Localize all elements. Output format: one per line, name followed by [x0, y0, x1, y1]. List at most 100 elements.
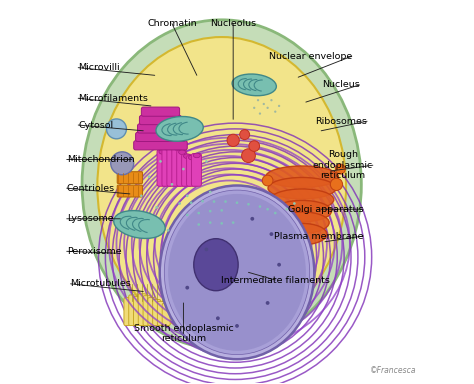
Ellipse shape — [250, 217, 254, 221]
Text: Nuclear envelope: Nuclear envelope — [269, 52, 352, 61]
Ellipse shape — [168, 194, 306, 351]
Ellipse shape — [164, 146, 171, 150]
Ellipse shape — [148, 175, 150, 178]
Ellipse shape — [277, 263, 281, 266]
FancyBboxPatch shape — [153, 300, 161, 326]
FancyBboxPatch shape — [124, 298, 132, 326]
Text: Ribosomes: Ribosomes — [315, 117, 367, 126]
FancyBboxPatch shape — [187, 156, 197, 186]
Ellipse shape — [82, 20, 361, 349]
FancyBboxPatch shape — [136, 132, 185, 141]
Ellipse shape — [282, 215, 284, 218]
Ellipse shape — [167, 229, 170, 232]
Ellipse shape — [232, 221, 235, 224]
Text: Mitochondrion: Mitochondrion — [67, 155, 134, 164]
Ellipse shape — [201, 200, 204, 202]
Ellipse shape — [273, 200, 331, 222]
Text: Intermediate filaments: Intermediate filaments — [221, 275, 330, 285]
Ellipse shape — [179, 150, 185, 154]
Ellipse shape — [209, 191, 211, 193]
Ellipse shape — [97, 37, 346, 336]
Ellipse shape — [183, 154, 191, 159]
Ellipse shape — [213, 200, 215, 203]
Ellipse shape — [209, 221, 211, 224]
FancyBboxPatch shape — [157, 150, 167, 186]
Ellipse shape — [156, 116, 203, 141]
Ellipse shape — [205, 160, 208, 163]
Ellipse shape — [189, 155, 195, 160]
Text: Nucleolus: Nucleolus — [210, 19, 256, 28]
Text: Peroxisome: Peroxisome — [67, 247, 121, 256]
Ellipse shape — [209, 210, 211, 212]
Ellipse shape — [171, 183, 173, 186]
Ellipse shape — [216, 316, 220, 320]
Ellipse shape — [330, 178, 343, 190]
Text: Plasma membrane: Plasma membrane — [274, 232, 363, 240]
FancyBboxPatch shape — [167, 144, 177, 186]
Ellipse shape — [173, 146, 181, 150]
Ellipse shape — [159, 149, 166, 154]
Ellipse shape — [270, 99, 273, 101]
Ellipse shape — [268, 177, 336, 199]
FancyBboxPatch shape — [172, 146, 182, 186]
Ellipse shape — [274, 111, 276, 113]
Ellipse shape — [204, 247, 208, 251]
Ellipse shape — [224, 200, 227, 203]
Ellipse shape — [247, 203, 250, 205]
Ellipse shape — [262, 175, 273, 186]
FancyBboxPatch shape — [162, 146, 172, 186]
Ellipse shape — [227, 134, 239, 146]
FancyBboxPatch shape — [182, 154, 191, 186]
Ellipse shape — [193, 153, 201, 158]
Ellipse shape — [270, 232, 273, 236]
Ellipse shape — [185, 286, 189, 290]
Ellipse shape — [232, 74, 276, 96]
Ellipse shape — [259, 205, 261, 208]
Ellipse shape — [159, 160, 162, 163]
Ellipse shape — [278, 105, 280, 107]
Text: Golgi apparatus: Golgi apparatus — [288, 205, 363, 214]
Ellipse shape — [277, 223, 327, 245]
Ellipse shape — [178, 202, 181, 205]
FancyBboxPatch shape — [129, 295, 137, 326]
Text: Microfilaments: Microfilaments — [78, 94, 148, 103]
Ellipse shape — [114, 210, 165, 238]
Ellipse shape — [240, 130, 250, 139]
Ellipse shape — [186, 214, 189, 216]
Ellipse shape — [140, 194, 143, 197]
Ellipse shape — [155, 206, 158, 209]
Text: Lysosome: Lysosome — [67, 214, 113, 223]
Ellipse shape — [275, 212, 329, 233]
Ellipse shape — [266, 208, 269, 210]
Ellipse shape — [266, 301, 270, 305]
Text: Chromatin: Chromatin — [147, 19, 197, 28]
FancyBboxPatch shape — [148, 298, 156, 326]
Ellipse shape — [164, 190, 310, 354]
Ellipse shape — [182, 168, 185, 170]
FancyBboxPatch shape — [134, 296, 142, 326]
Text: Rough
endoplasmic
reticulum: Rough endoplasmic reticulum — [312, 150, 373, 180]
Ellipse shape — [253, 107, 255, 109]
Ellipse shape — [274, 212, 277, 214]
Ellipse shape — [194, 239, 238, 291]
Text: Microtubules: Microtubules — [71, 279, 131, 288]
Ellipse shape — [266, 107, 269, 109]
Ellipse shape — [160, 185, 314, 359]
Text: Microvilli: Microvilli — [78, 63, 120, 72]
FancyBboxPatch shape — [177, 150, 187, 186]
Ellipse shape — [111, 152, 134, 175]
Ellipse shape — [236, 201, 238, 204]
FancyBboxPatch shape — [157, 301, 165, 326]
Ellipse shape — [220, 209, 223, 212]
Ellipse shape — [190, 201, 192, 204]
FancyBboxPatch shape — [117, 172, 143, 184]
Ellipse shape — [197, 212, 200, 214]
Ellipse shape — [186, 194, 189, 197]
Text: Cytosol: Cytosol — [78, 121, 113, 129]
FancyBboxPatch shape — [162, 303, 170, 326]
FancyBboxPatch shape — [117, 185, 143, 197]
Ellipse shape — [249, 141, 260, 151]
Text: Smooth endoplasmic
reticulum: Smooth endoplasmic reticulum — [134, 324, 233, 343]
FancyBboxPatch shape — [143, 296, 151, 326]
Ellipse shape — [266, 166, 338, 187]
